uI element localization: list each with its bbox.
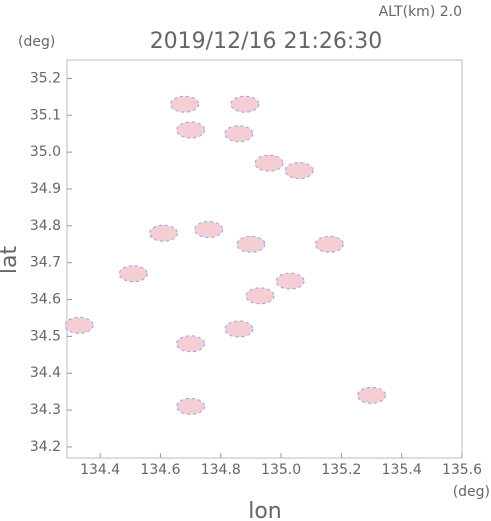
- echo-region: [170, 95, 200, 113]
- echo-region: [148, 224, 178, 242]
- y-unit: (deg): [18, 34, 55, 50]
- echo-region: [275, 272, 305, 290]
- chart-title: 2019/12/16 21:26:30: [150, 29, 383, 54]
- y-tick-label: 35.1: [30, 107, 61, 123]
- echo-region: [224, 125, 254, 143]
- x-tick-label: 134.6: [140, 462, 180, 478]
- echo-region: [176, 335, 206, 353]
- y-tick-label: 34.5: [30, 328, 61, 344]
- x-tick-label: 135.0: [261, 462, 301, 478]
- x-unit: (deg): [453, 484, 490, 500]
- y-tick-label: 34.4: [30, 365, 61, 381]
- y-tick-label: 34.3: [30, 402, 61, 418]
- y-tick-label: 34.7: [30, 255, 61, 271]
- echo-region: [224, 320, 254, 338]
- echo-region: [236, 235, 266, 253]
- x-tick-label: 134.4: [80, 462, 120, 478]
- echo-region: [357, 386, 387, 404]
- y-tick-label: 34.9: [30, 181, 61, 197]
- y-tick-label: 34.6: [30, 292, 61, 308]
- echo-region: [284, 162, 314, 180]
- y-tick-label: 35.0: [30, 144, 61, 160]
- echo-region: [64, 316, 94, 334]
- y-tick-label: 34.2: [30, 439, 61, 455]
- echo-region: [254, 154, 284, 172]
- x-tick-label: 135.6: [442, 462, 482, 478]
- echo-region: [230, 95, 260, 113]
- y-tick-label: 34.8: [30, 218, 61, 234]
- echo-region: [245, 287, 275, 305]
- echo-region: [176, 121, 206, 139]
- x-tick-label: 135.4: [382, 462, 422, 478]
- x-tick-label: 134.8: [201, 462, 241, 478]
- echo-region: [314, 235, 344, 253]
- y-axis-label: lat: [0, 246, 22, 275]
- y-tick-label: 35.2: [30, 70, 61, 86]
- echo-region: [176, 397, 206, 415]
- echo-region: [194, 221, 224, 239]
- altitude-label: ALT(km) 2.0: [379, 4, 462, 20]
- plot-frame: [66, 59, 463, 459]
- echo-region: [118, 265, 148, 283]
- x-axis-label: lon: [248, 499, 282, 521]
- x-tick-label: 135.2: [321, 462, 361, 478]
